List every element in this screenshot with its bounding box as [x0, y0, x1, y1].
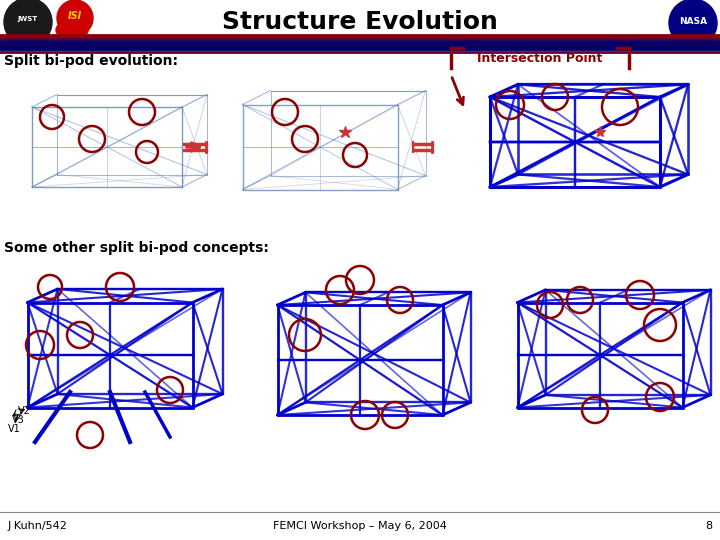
Text: 8: 8	[705, 521, 712, 531]
Text: V3: V3	[12, 415, 24, 425]
Circle shape	[56, 24, 68, 36]
Text: Split bi-pod evolution:: Split bi-pod evolution:	[4, 54, 178, 68]
Text: Structure Evolution: Structure Evolution	[222, 10, 498, 34]
Text: Some other split bi-pod concepts:: Some other split bi-pod concepts:	[4, 241, 269, 255]
Text: NASA: NASA	[679, 17, 707, 25]
Circle shape	[4, 0, 52, 46]
Circle shape	[669, 0, 717, 47]
Text: FEMCI Workshop – May 6, 2004: FEMCI Workshop – May 6, 2004	[273, 521, 447, 531]
Circle shape	[57, 0, 93, 36]
Text: V2: V2	[18, 406, 31, 416]
Circle shape	[66, 24, 78, 36]
Text: ISI: ISI	[68, 11, 82, 21]
Circle shape	[76, 24, 88, 36]
Text: Intersection Point: Intersection Point	[477, 51, 603, 64]
Text: V1: V1	[8, 424, 21, 434]
Text: JWST: JWST	[18, 16, 38, 22]
Text: J Kuhn/542: J Kuhn/542	[8, 521, 68, 531]
